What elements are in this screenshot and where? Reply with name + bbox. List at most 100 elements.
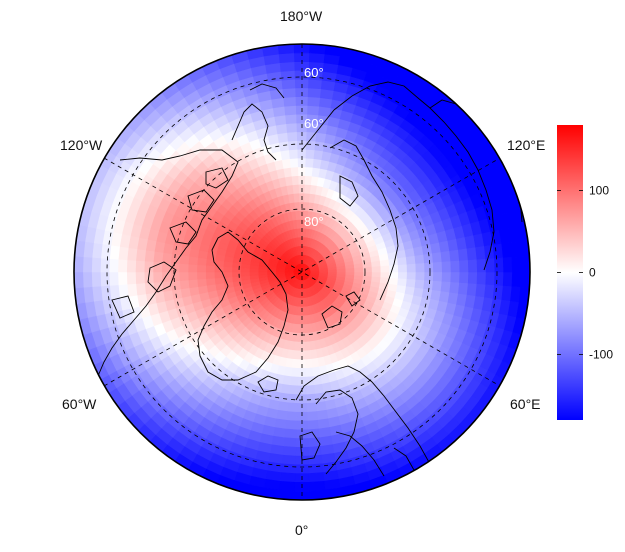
field-cell: [304, 350, 312, 360]
field-cell: [82, 256, 93, 273]
field-cell: [279, 472, 296, 483]
field-cell: [310, 358, 320, 369]
field-cell: [288, 385, 299, 396]
field-cell: [306, 402, 317, 413]
lon-label-60w: 60°W: [62, 396, 97, 412]
field-cell: [205, 271, 215, 280]
field-cell: [450, 260, 461, 273]
field-cell: [308, 463, 324, 474]
field-cell: [152, 250, 164, 263]
field-cell: [484, 284, 495, 300]
field-cell: [108, 271, 119, 286]
field-cell: [280, 149, 291, 161]
coastlines: [97, 81, 523, 500]
iceland-coast: [257, 375, 279, 393]
field-cell: [450, 271, 461, 284]
field-cell: [484, 244, 495, 260]
lon-label-180w: 180°W: [280, 8, 323, 24]
field-cell: [432, 271, 443, 283]
field-cell: [287, 402, 298, 413]
field-cell: [397, 271, 408, 280]
field-cell: [283, 167, 293, 178]
field-cell: [222, 266, 233, 273]
field-cell: [449, 282, 460, 295]
field-cell: [126, 271, 137, 285]
field-cell: [336, 268, 347, 273]
field-cell: [187, 271, 198, 281]
field-cell: [196, 271, 207, 280]
field-cell: [117, 283, 129, 298]
field-cell: [126, 259, 137, 273]
field-cell: [278, 480, 295, 492]
field-cell: [249, 271, 259, 276]
field-cell: [457, 248, 469, 262]
field-cell: [309, 52, 326, 64]
field-cell: [307, 96, 321, 107]
field-cell: [406, 271, 417, 281]
field-cell: [99, 271, 110, 287]
field-cell: [303, 315, 308, 325]
field-cell: [308, 472, 325, 483]
field-cell: [414, 279, 425, 290]
field-cell: [161, 252, 173, 264]
field-cell: [205, 264, 215, 273]
field-cell: [308, 78, 323, 90]
field-cell: [296, 219, 301, 229]
field-cell: [327, 269, 338, 273]
field-cell: [304, 358, 313, 369]
field-cell: [205, 277, 216, 286]
field-cell: [74, 255, 84, 273]
field-cell: [281, 78, 296, 90]
colorbar: 100 0 -100: [557, 125, 613, 420]
field-cell: [476, 258, 487, 273]
field-cell: [313, 383, 324, 395]
field-cell: [292, 184, 300, 194]
field-cell: [397, 264, 408, 273]
field-cell: [305, 157, 315, 168]
field-cell: [135, 271, 145, 284]
field-cell: [305, 376, 315, 387]
field-cell: [432, 261, 443, 273]
field-cell: [502, 256, 513, 273]
field-cell: [305, 140, 317, 151]
field-cell: [289, 157, 299, 168]
north-america-coast: [97, 149, 239, 377]
field-cell: [286, 411, 298, 422]
field-cell: [74, 271, 84, 289]
field-cell: [305, 166, 314, 177]
field-cell: [315, 132, 327, 143]
field-cell: [280, 70, 296, 81]
field-cell: [144, 249, 155, 262]
field-cell: [196, 264, 207, 273]
field-cell: [467, 259, 478, 273]
field-cell: [440, 281, 452, 294]
colorbar-gradient: [557, 125, 583, 420]
field-cell: [99, 257, 110, 273]
field-cell: [284, 428, 297, 439]
field-cell: [307, 87, 322, 98]
field-cell: [135, 248, 147, 262]
field-cell: [431, 280, 443, 292]
field-cell: [307, 105, 320, 116]
field-cell: [240, 271, 250, 277]
field-cell: [287, 140, 299, 151]
field-cell: [449, 249, 460, 262]
field-cell: [467, 271, 478, 285]
field-cell: [423, 253, 434, 264]
field-cell: [283, 437, 297, 448]
field-cell: [278, 52, 295, 64]
field-cell: [289, 376, 299, 387]
field-cell: [466, 283, 478, 297]
field-cell: [187, 263, 198, 273]
field-cell: [287, 131, 298, 142]
field-cell: [304, 341, 311, 352]
field-cell: [511, 271, 522, 288]
field-cell: [306, 419, 319, 431]
field-cell: [135, 282, 147, 296]
field-cell: [214, 277, 225, 285]
graticule: [103, 44, 501, 500]
lat-circle-60: [106, 76, 498, 468]
field-cell: [305, 148, 316, 159]
field-cell: [282, 87, 297, 98]
field-cell: [278, 140, 290, 152]
